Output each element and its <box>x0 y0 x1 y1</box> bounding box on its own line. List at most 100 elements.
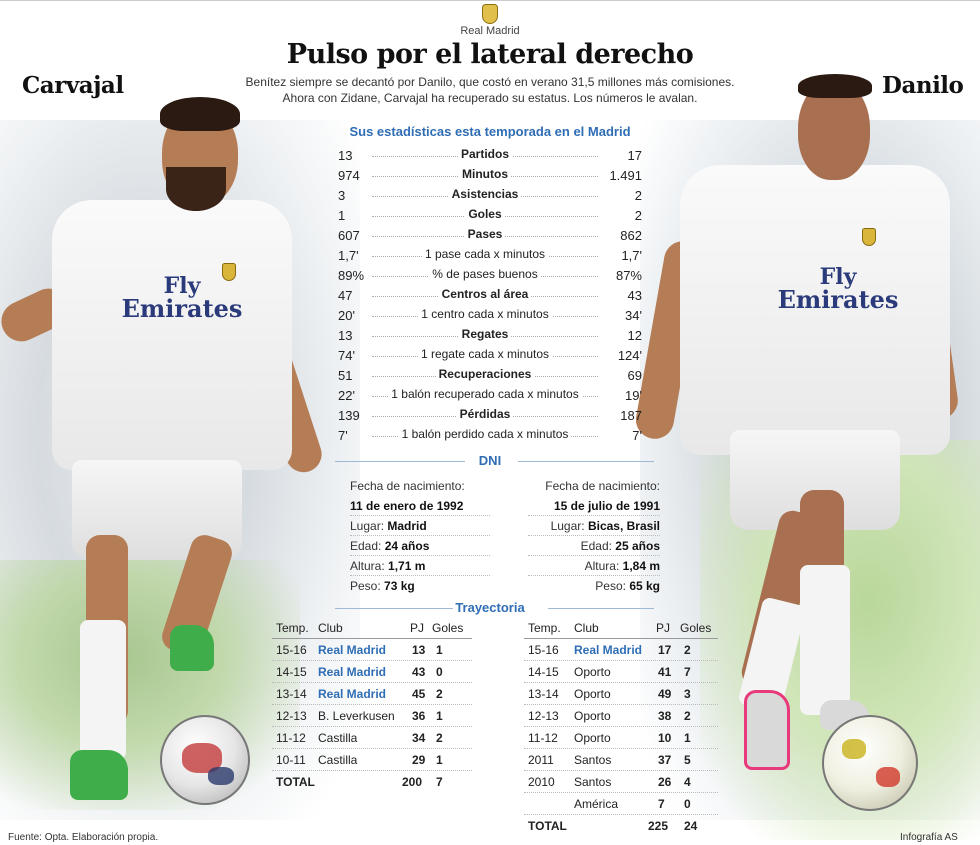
cell-pj: 29 <box>412 753 426 767</box>
total-goles: 7 <box>436 775 443 789</box>
stat-label: Minutos <box>372 167 598 181</box>
trajectory-header-row: Temp. Club PJ Goles <box>272 617 472 639</box>
hair <box>160 97 240 131</box>
cell-pj: 37 <box>658 753 672 767</box>
cell-goles: 1 <box>436 643 443 657</box>
cell-pj: 41 <box>658 665 672 679</box>
stat-row: 74' 1 regate cada x minutos 124' <box>338 346 642 366</box>
stat-left-value: 74' <box>338 348 355 363</box>
player-name-right: Danilo <box>882 72 964 99</box>
subtitle: Benítez siempre se decantó por Danilo, q… <box>190 74 790 106</box>
stat-label: % de pases buenos <box>372 267 598 281</box>
cell-goles: 2 <box>436 731 443 745</box>
trajectory-table-right: Temp. Club PJ Goles 15-16 Real Madrid 17 2 14-15… <box>524 617 718 837</box>
trajectory-row: 13-14 Oporto 49 3 <box>524 683 718 705</box>
dni-weight: Peso: 65 kg <box>595 579 660 593</box>
dni-rule-left <box>335 461 465 462</box>
top-rule <box>0 0 980 1</box>
trajectory-header-row: Temp. Club PJ Goles <box>524 617 718 639</box>
traj-rule-left <box>335 608 453 609</box>
stat-label: Pases <box>372 227 598 241</box>
cell-club: Real Madrid <box>318 643 387 657</box>
stat-left-value: 974 <box>338 168 360 183</box>
dni-height: Altura: 1,71 m <box>350 556 490 576</box>
trajectory-row: 14-15 Oporto 41 7 <box>524 661 718 683</box>
stat-right-value: 43 <box>627 288 642 303</box>
trajectory-total-row: TOTAL 225 24 <box>524 815 718 837</box>
trajectory-row: 11-12 Oporto 10 1 <box>524 727 718 749</box>
dni-birth-label: Fecha de nacimiento: <box>350 479 465 493</box>
total-pj: 225 <box>648 819 669 833</box>
stat-label: 1 pase cada x minutos <box>372 247 598 261</box>
beard <box>166 167 226 211</box>
stat-left-value: 7' <box>338 428 348 443</box>
boot <box>744 690 790 770</box>
trajectory-total-row: TOTAL 200 7 <box>272 771 472 793</box>
cell-temp: 11-12 <box>276 731 306 745</box>
header-goles: Goles <box>680 621 712 635</box>
cell-club: Oporto <box>574 687 611 701</box>
cell-temp: 15-16 <box>276 643 307 657</box>
total-label: TOTAL <box>528 819 567 833</box>
real-madrid-crest-icon <box>482 4 498 24</box>
stat-row: 51 Recuperaciones 69 <box>338 366 642 386</box>
stat-label: 1 centro cada x minutos <box>372 307 598 321</box>
stat-label: Recuperaciones <box>372 367 598 381</box>
stat-left-value: 1,7' <box>338 248 359 263</box>
cell-temp: 14-15 <box>528 665 559 679</box>
stat-right-value: 69 <box>627 368 642 383</box>
trajectory-row: 2011 Santos 37 5 <box>524 749 718 771</box>
stat-right-value: 87% <box>615 268 642 283</box>
stat-right-value: 12 <box>627 328 642 343</box>
stat-right-value: 862 <box>620 228 642 243</box>
cell-club: Santos <box>574 775 612 789</box>
boot <box>170 625 214 671</box>
stat-right-value: 19' <box>625 388 642 403</box>
stat-left-value: 1 <box>338 208 346 223</box>
trajectory-row: 12-13 Oporto 38 2 <box>524 705 718 727</box>
dni-title: DNI <box>478 453 502 468</box>
cell-pj: 45 <box>412 687 426 701</box>
cell-goles: 1 <box>436 709 443 723</box>
stat-right-value: 2 <box>634 208 642 223</box>
header: Real Madrid Pulso por el lateral derecho… <box>190 4 790 106</box>
cell-goles: 1 <box>436 753 443 767</box>
cell-club: América <box>574 797 619 811</box>
cell-pj: 36 <box>412 709 426 723</box>
stat-row: 20' 1 centro cada x minutos 34' <box>338 306 642 326</box>
ball-icon <box>160 715 250 805</box>
stat-label: Regates <box>372 327 598 341</box>
cell-club: Oporto <box>574 665 611 679</box>
stat-left-value: 51 <box>338 368 353 383</box>
stat-left-value: 22' <box>338 388 355 403</box>
cell-temp: 14-15 <box>276 665 307 679</box>
dni-birth-value: 11 de enero de 1992 <box>350 496 490 516</box>
cell-club: Castilla <box>318 753 358 767</box>
stats-title: Sus estadísticas esta temporada en el Ma… <box>349 124 631 139</box>
hair <box>798 74 872 98</box>
left-pitch-background <box>0 560 300 810</box>
boot <box>70 750 128 800</box>
cell-temp: 13-14 <box>276 687 307 701</box>
stat-row: 607 Pases 862 <box>338 226 642 246</box>
dni-left: Fecha de nacimiento: 11 de enero de 1992… <box>350 476 490 596</box>
traj-title: Trayectoria <box>455 600 525 615</box>
dni-right: Fecha de nacimiento: 15 de julio de 1991… <box>528 476 660 596</box>
stats-table: 13 Partidos 17 974 Minutos 1.491 3 Asistencias 2… <box>338 146 642 446</box>
credit-note: Infografía AS <box>900 832 958 843</box>
sock <box>800 565 850 715</box>
header-club: Club <box>318 621 343 635</box>
stat-left-value: 89% <box>338 268 365 283</box>
stat-right-value: 7' <box>632 428 642 443</box>
header-pj: PJ <box>410 621 425 635</box>
club-label: Real Madrid <box>460 25 520 37</box>
stat-label: 1 balón recuperado cada x minutos <box>372 387 598 401</box>
subtitle-line: Ahora con Zidane, Carvajal ha recuperado… <box>282 91 698 105</box>
dni-age: Edad: 24 años <box>350 536 490 556</box>
trajectory-row: 13-14 Real Madrid 45 2 <box>272 683 472 705</box>
cell-goles: 2 <box>436 687 443 701</box>
stat-row: 1 Goles 2 <box>338 206 642 226</box>
stat-label: 1 balón perdido cada x minutos <box>372 427 598 441</box>
ball-icon <box>822 715 918 811</box>
total-label: TOTAL <box>276 775 315 789</box>
